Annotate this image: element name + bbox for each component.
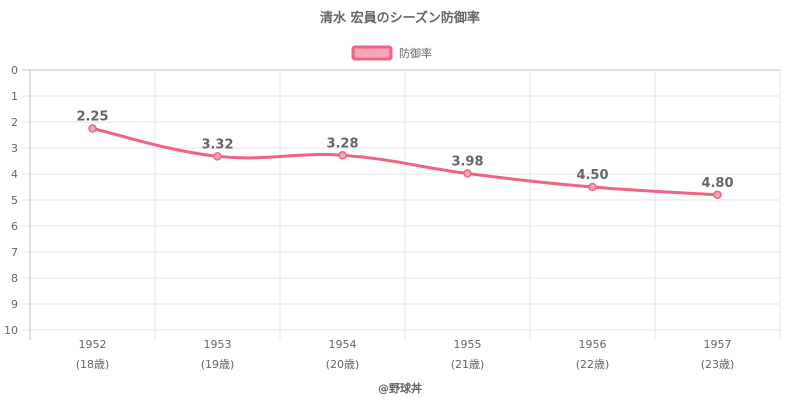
x-tick-label: 1954 [329, 338, 357, 351]
data-label-1953: 3.32 [201, 137, 233, 152]
data-point-1955[interactable] [463, 169, 472, 178]
x-tick-sublabel: (18歳) [76, 358, 110, 371]
data-point-1954[interactable] [338, 151, 347, 160]
x-tick-sublabel: (19歳) [201, 358, 235, 371]
legend[interactable]: 防御率 [351, 45, 432, 61]
data-label-1956: 4.50 [576, 168, 608, 183]
x-tick-sublabel: (21歳) [451, 358, 485, 371]
grid [22, 69, 781, 340]
x-tick-sublabel: (22歳) [576, 358, 610, 371]
data-point-1952[interactable] [88, 124, 97, 133]
x-tick-sublabel: (23歳) [701, 358, 735, 371]
legend-label: 防御率 [399, 46, 432, 60]
y-axis-ticks: 0 1 2 3 4 5 6 7 8 9 10 [4, 64, 18, 337]
y-tick-label: 0 [11, 64, 18, 77]
x-tick-label: 1955 [454, 338, 482, 351]
y-tick-label: 1 [11, 90, 18, 103]
data-label-1957: 4.80 [701, 176, 733, 191]
x-tick-label: 1953 [204, 338, 232, 351]
credit-text: @野球丼 [378, 381, 422, 395]
chart-title: 清水 宏員のシーズン防御率 [320, 10, 480, 26]
y-tick-label: 2 [11, 116, 18, 129]
data-point-1957[interactable] [713, 190, 722, 200]
data-labels: 2.25 3.32 3.28 3.98 4.50 4.80 [76, 110, 733, 191]
data-point-1953[interactable] [213, 152, 222, 161]
x-tick-sublabel: (20歳) [326, 358, 360, 371]
data-point-1956[interactable] [588, 182, 597, 192]
y-tick-label: 9 [11, 298, 18, 311]
legend-swatch [351, 45, 393, 61]
x-axis-ticks: 1952 (18歳) 1953 (19歳) 1954 (20歳) 1955 (21歳) 1956… [76, 338, 735, 371]
y-tick-label: 7 [11, 246, 18, 259]
x-tick-label: 1956 [579, 338, 607, 351]
x-tick-label: 1952 [79, 338, 107, 351]
series-line-era [92, 127, 718, 197]
data-label-1952: 2.25 [76, 110, 108, 125]
y-tick-label: 6 [11, 220, 18, 233]
x-tick-label: 1957 [704, 338, 732, 351]
data-label-1955: 3.98 [451, 154, 483, 169]
y-tick-label: 10 [4, 324, 18, 337]
y-tick-label: 5 [11, 194, 18, 207]
y-tick-label: 8 [11, 272, 18, 285]
y-tick-label: 4 [11, 168, 18, 181]
y-tick-label: 3 [11, 142, 18, 155]
data-label-1954: 3.28 [326, 136, 358, 151]
data-points [88, 124, 722, 200]
